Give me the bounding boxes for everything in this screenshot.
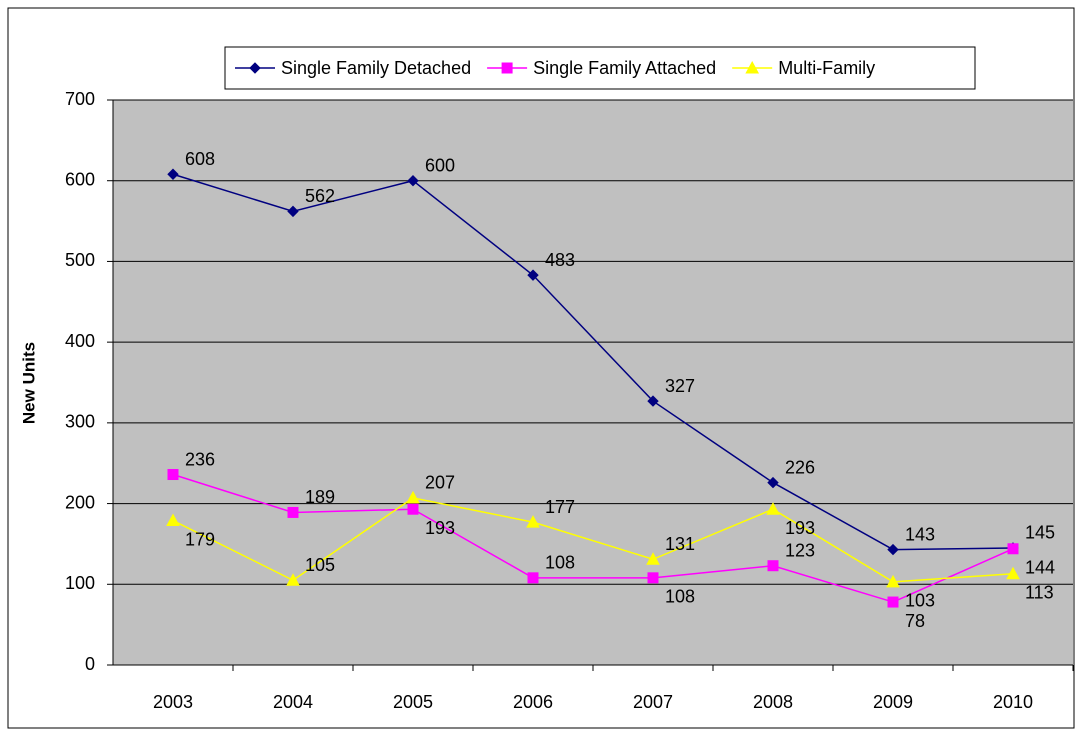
data-label: 179 [185, 529, 215, 549]
data-label: 113 [1025, 583, 1054, 603]
x-tick-label: 2010 [993, 692, 1033, 712]
data-label: 144 [1025, 558, 1055, 578]
marker [407, 503, 419, 515]
legend-label: Single Family Detached [281, 58, 471, 78]
data-label: 327 [665, 376, 695, 396]
y-axis-title: New Units [19, 342, 38, 424]
marker [1006, 566, 1020, 580]
data-label: 143 [905, 524, 935, 544]
data-label: 103 [905, 591, 935, 611]
data-label: 236 [185, 449, 215, 469]
y-tick-label: 0 [85, 654, 95, 674]
data-label: 108 [665, 587, 695, 607]
marker [501, 62, 513, 74]
data-label: 608 [185, 149, 215, 169]
data-label: 177 [545, 497, 575, 517]
data-label: 600 [425, 155, 455, 175]
marker [407, 175, 419, 187]
marker [887, 596, 899, 608]
legend-label: Multi-Family [778, 58, 875, 78]
marker [647, 395, 659, 407]
marker [767, 476, 779, 489]
x-tick-label: 2009 [873, 692, 913, 712]
data-label: 123 [785, 540, 815, 560]
data-label: 226 [785, 457, 815, 477]
marker [646, 552, 660, 565]
data-label: 207 [425, 473, 455, 493]
marker [167, 168, 179, 180]
data-label: 193 [785, 518, 815, 538]
legend-box [224, 46, 976, 90]
data-label: 193 [425, 518, 455, 538]
marker [767, 560, 779, 572]
x-tick-label: 2003 [153, 692, 193, 712]
y-tick-label: 300 [65, 412, 95, 432]
marker [287, 506, 299, 518]
data-label: 131 [665, 534, 695, 554]
marker [406, 490, 420, 504]
data-label: 145 [1025, 523, 1055, 543]
y-tick-label: 500 [65, 250, 95, 270]
y-tick-label: 200 [65, 492, 95, 512]
data-label: 483 [545, 250, 575, 270]
y-tick-label: 400 [65, 331, 95, 351]
x-tick-label: 2007 [633, 692, 673, 712]
marker [166, 513, 180, 527]
legend-label: Single Family Attached [533, 58, 716, 78]
series-line [172, 473, 1014, 603]
x-tick-label: 2006 [513, 692, 553, 712]
series-line [172, 497, 1014, 583]
y-tick-label: 700 [65, 89, 95, 109]
marker [1007, 543, 1019, 555]
plot-area [113, 100, 1073, 665]
x-tick-label: 2005 [393, 692, 433, 712]
data-label: 105 [305, 555, 335, 575]
marker [886, 574, 900, 588]
series-line [172, 173, 1014, 551]
marker [287, 205, 299, 218]
marker [249, 62, 261, 74]
data-label: 189 [305, 487, 335, 507]
marker [887, 543, 899, 556]
marker [527, 269, 539, 281]
marker [526, 515, 540, 528]
y-tick-label: 600 [65, 169, 95, 189]
data-label: 108 [545, 553, 575, 573]
marker [527, 572, 539, 584]
data-label: 562 [305, 186, 335, 206]
data-label: 78 [905, 611, 925, 631]
x-tick-label: 2008 [753, 692, 793, 712]
marker [167, 469, 179, 481]
marker [766, 502, 780, 515]
marker [286, 573, 300, 586]
legend: Single Family Detached Single Family Atta… [224, 46, 976, 90]
marker [647, 572, 659, 584]
x-tick-label: 2004 [273, 692, 313, 712]
y-tick-label: 100 [65, 573, 95, 593]
marker [745, 60, 760, 74]
